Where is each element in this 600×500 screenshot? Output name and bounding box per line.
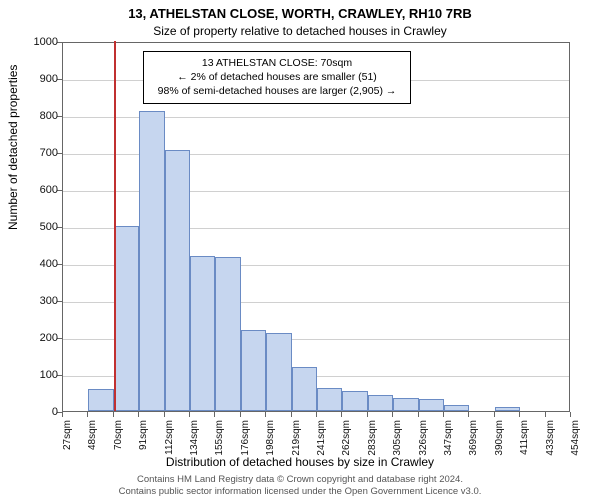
histogram-bar xyxy=(292,367,317,411)
histogram-bar xyxy=(139,111,164,411)
info-line-2: ← 2% of detached houses are smaller (51) xyxy=(150,70,404,84)
footer-line-2: Contains public sector information licen… xyxy=(0,486,600,498)
chart-title-main: 13, ATHELSTAN CLOSE, WORTH, CRAWLEY, RH1… xyxy=(0,6,600,21)
histogram-bar xyxy=(419,399,444,411)
histogram-bar xyxy=(88,389,113,411)
histogram-bar xyxy=(165,150,190,411)
x-tick xyxy=(87,412,88,417)
x-tick xyxy=(468,412,469,417)
y-tick-label: 900 xyxy=(18,73,58,85)
info-box: 13 ATHELSTAN CLOSE: 70sqm ← 2% of detach… xyxy=(143,51,411,104)
y-tick-label: 100 xyxy=(18,369,58,381)
x-tick-label: 219sqm xyxy=(291,420,302,460)
plot-area: 13 ATHELSTAN CLOSE: 70sqm ← 2% of detach… xyxy=(62,42,570,412)
x-tick-label: 91sqm xyxy=(138,420,149,460)
x-tick-label: 411sqm xyxy=(519,420,530,460)
x-tick xyxy=(240,412,241,417)
y-tick-label: 400 xyxy=(18,258,58,270)
x-tick-label: 390sqm xyxy=(494,420,505,460)
histogram-bar xyxy=(190,256,215,411)
x-tick-label: 198sqm xyxy=(265,420,276,460)
chart-container: 13, ATHELSTAN CLOSE, WORTH, CRAWLEY, RH1… xyxy=(0,0,600,500)
histogram-bar xyxy=(317,388,342,411)
x-tick xyxy=(341,412,342,417)
x-tick xyxy=(519,412,520,417)
x-tick-label: 241sqm xyxy=(316,420,327,460)
x-tick-label: 347sqm xyxy=(443,420,454,460)
histogram-bar xyxy=(393,398,418,411)
x-tick-label: 134sqm xyxy=(189,420,200,460)
x-tick xyxy=(113,412,114,417)
y-tick-label: 1000 xyxy=(18,36,58,48)
x-tick xyxy=(494,412,495,417)
histogram-bar xyxy=(368,395,393,411)
x-tick xyxy=(392,412,393,417)
y-tick-label: 500 xyxy=(18,221,58,233)
x-tick-label: 155sqm xyxy=(214,420,225,460)
x-tick xyxy=(265,412,266,417)
x-tick xyxy=(545,412,546,417)
x-tick-label: 176sqm xyxy=(240,420,251,460)
x-tick xyxy=(291,412,292,417)
x-tick-label: 326sqm xyxy=(418,420,429,460)
info-line-1: 13 ATHELSTAN CLOSE: 70sqm xyxy=(150,56,404,70)
x-tick xyxy=(62,412,63,417)
x-tick-label: 433sqm xyxy=(545,420,556,460)
x-tick-label: 454sqm xyxy=(570,420,581,460)
x-tick-label: 262sqm xyxy=(341,420,352,460)
y-tick-label: 700 xyxy=(18,147,58,159)
x-tick-label: 369sqm xyxy=(468,420,479,460)
x-tick xyxy=(570,412,571,417)
x-tick xyxy=(189,412,190,417)
y-tick-label: 300 xyxy=(18,295,58,307)
x-tick xyxy=(214,412,215,417)
footer-line-1: Contains HM Land Registry data © Crown c… xyxy=(0,474,600,486)
x-tick xyxy=(367,412,368,417)
x-tick-label: 70sqm xyxy=(113,420,124,460)
x-tick xyxy=(316,412,317,417)
x-tick-label: 48sqm xyxy=(87,420,98,460)
histogram-bar xyxy=(241,330,266,411)
x-tick xyxy=(138,412,139,417)
x-tick-label: 27sqm xyxy=(62,420,73,460)
histogram-bar xyxy=(266,333,291,411)
x-tick xyxy=(443,412,444,417)
y-tick-label: 200 xyxy=(18,332,58,344)
histogram-bar xyxy=(114,226,139,411)
histogram-bar xyxy=(495,407,520,411)
x-tick-label: 112sqm xyxy=(164,420,175,460)
footer: Contains HM Land Registry data © Crown c… xyxy=(0,474,600,500)
marker-line xyxy=(114,41,116,411)
x-tick xyxy=(418,412,419,417)
info-line-3: 98% of semi-detached houses are larger (… xyxy=(150,84,404,98)
histogram-bar xyxy=(342,391,367,411)
histogram-bar xyxy=(215,257,240,411)
y-tick-label: 0 xyxy=(18,406,58,418)
y-tick-label: 800 xyxy=(18,110,58,122)
x-tick xyxy=(164,412,165,417)
x-tick-label: 283sqm xyxy=(367,420,378,460)
x-tick-label: 305sqm xyxy=(392,420,403,460)
y-tick-label: 600 xyxy=(18,184,58,196)
chart-title-sub: Size of property relative to detached ho… xyxy=(0,24,600,38)
histogram-bar xyxy=(444,405,469,411)
